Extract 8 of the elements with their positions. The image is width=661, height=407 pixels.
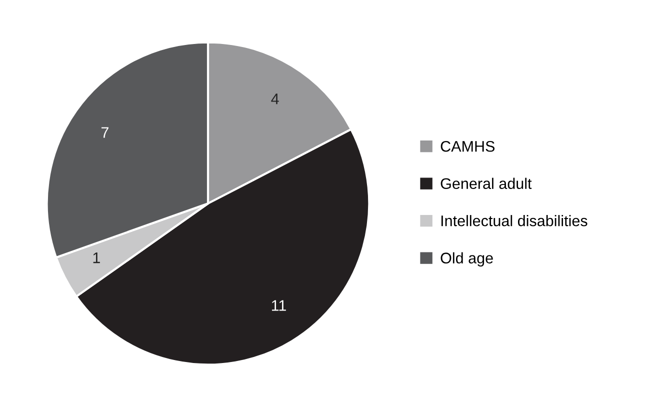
data-label: 1 [93, 252, 100, 264]
legend-label: Intellectual disabilities [441, 215, 588, 226]
legend-label: CAMHS [440, 140, 495, 152]
data-label: 7 [102, 127, 108, 138]
data-label: 11 [272, 300, 286, 311]
legend-label: General adult [440, 178, 532, 190]
data-label: 4 [271, 94, 279, 104]
legend-label: Old age [440, 252, 493, 267]
